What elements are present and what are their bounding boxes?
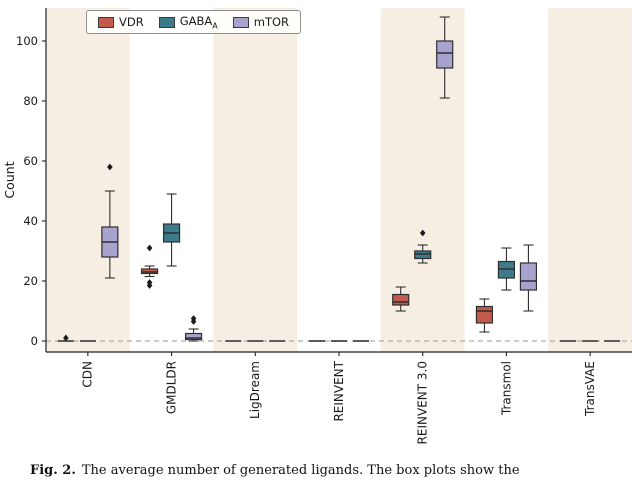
legend-swatch-mtor xyxy=(232,16,249,28)
legend: VDR GABAA mTOR xyxy=(86,10,302,35)
legend-item-vdr: VDR xyxy=(98,15,144,29)
legend-item-mtor: mTOR xyxy=(232,15,290,30)
y-tick-label: 40 xyxy=(23,214,38,228)
boxplot-mtor-1 xyxy=(184,315,203,342)
band-stripe xyxy=(297,8,381,352)
outlier-diamond xyxy=(190,315,197,322)
legend-swatch-vdr xyxy=(98,16,114,28)
y-tick-label: 80 xyxy=(23,94,38,108)
y-tick-label: 20 xyxy=(23,274,38,288)
iqr-box xyxy=(475,305,494,324)
y-axis-label: Count xyxy=(2,161,17,198)
figure-caption-text: The average number of generated ligands.… xyxy=(81,463,520,478)
outlier-diamond xyxy=(419,229,426,237)
outlier-diamond xyxy=(146,279,153,286)
boxplot-gaba-4 xyxy=(414,229,432,264)
x-tick-label: REINVENT 3.0 xyxy=(416,361,430,444)
y-tick-label: 100 xyxy=(16,34,38,48)
boxplot-gaba-1 xyxy=(162,193,181,267)
boxplot-mtor-0 xyxy=(101,163,119,279)
band-stripe xyxy=(213,8,298,352)
boxplot-vdr-5 xyxy=(475,298,494,333)
x-tick-label: TransVAE xyxy=(583,361,597,417)
y-tick-label: 0 xyxy=(31,334,38,348)
x-tick-label: Transmol xyxy=(499,361,513,416)
legend-label: GABAA xyxy=(179,14,218,31)
legend-swatch-gaba xyxy=(158,16,175,28)
iqr-box xyxy=(392,293,410,306)
band-stripe xyxy=(548,8,632,352)
iqr-box xyxy=(519,262,538,291)
y-tick-label: 60 xyxy=(23,154,38,168)
legend-item-gaba: GABAA xyxy=(158,14,218,31)
outlier-diamond xyxy=(107,163,113,171)
boxplot-chart: 0 20 40 60 80 100 CDN GMDLDR LigDream REINVENT REI… xyxy=(2,8,632,444)
x-tick-label: LigDream xyxy=(248,361,262,419)
x-tick-label: CDN xyxy=(81,361,95,388)
band-stripe xyxy=(129,8,214,352)
legend-label: mTOR xyxy=(253,15,290,30)
boxplot-vdr-4 xyxy=(392,286,410,312)
figure-caption: Fig. 2. The average number of generated l… xyxy=(0,460,640,487)
x-tick-label: GMDLDR xyxy=(164,361,178,414)
band-stripe xyxy=(464,8,549,352)
boxplot-mtor-4 xyxy=(436,16,454,99)
boxplot-mtor-5 xyxy=(519,244,538,312)
boxplot-gaba-5 xyxy=(497,247,516,291)
legend-label: VDR xyxy=(119,15,144,30)
band-stripe xyxy=(46,8,130,352)
iqr-box xyxy=(184,332,203,341)
outlier-diamond xyxy=(146,244,153,252)
boxplot-vdr-1 xyxy=(140,244,159,289)
outlier-diamond xyxy=(63,334,69,342)
figure-caption-label: Fig. 2. xyxy=(30,463,76,478)
iqr-box xyxy=(436,40,454,69)
boxplot-chart-area: 0 20 40 60 80 100 CDN GMDLDR LigDream REINVENT REI… xyxy=(2,8,632,444)
x-tick-label: REINVENT xyxy=(332,360,346,421)
boxplot-vdr-0 xyxy=(57,334,74,342)
